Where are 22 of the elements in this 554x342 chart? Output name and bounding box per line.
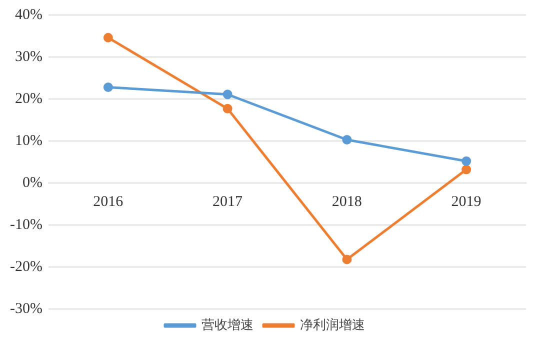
y-tick-label: 10% [14, 132, 42, 149]
x-tick-label: 2016 [93, 194, 124, 210]
y-tick-label: 20% [14, 90, 42, 107]
point [222, 104, 232, 114]
legend-label: 营收增速 [202, 318, 254, 333]
legend-label: 净利润增速 [300, 318, 365, 333]
point [462, 164, 472, 174]
y-tick-label: -20% [10, 258, 42, 275]
x-tick-label: 2019 [451, 194, 482, 210]
point [342, 134, 352, 144]
point [342, 254, 352, 264]
y-tick-label: -30% [10, 300, 42, 317]
y-tick-label: -10% [10, 216, 42, 233]
x-tick-label: 2017 [212, 194, 244, 210]
y-tick-label: 30% [14, 48, 42, 65]
point [222, 90, 232, 100]
y-tick-label: 0% [22, 174, 42, 191]
point [103, 82, 113, 92]
point [103, 32, 113, 42]
x-tick-label: 2018 [332, 194, 362, 210]
point [462, 156, 472, 166]
y-tick-label: 40% [14, 6, 42, 23]
